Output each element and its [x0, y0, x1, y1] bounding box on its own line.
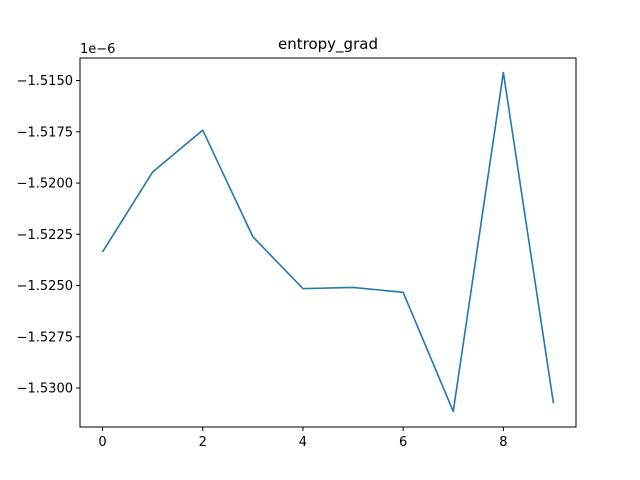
x-tick-label-2: 2 [199, 435, 207, 450]
y-tick-label-3: −1.5225 [17, 228, 73, 243]
y-tick-label-6: −1.5300 [17, 382, 73, 397]
plot-area: 0 2 4 6 8 −1.5150 −1.5175 −1.5200 −1.5225 −1.5250… [17, 71, 555, 450]
series-line-0 [101, 71, 555, 413]
y-tick-label-1: −1.5175 [17, 125, 73, 140]
y-tick-label-0: −1.5150 [17, 74, 73, 89]
x-tick-label-8: 8 [499, 435, 507, 450]
y-tick-label-2: −1.5200 [17, 177, 73, 192]
chart-title: entropy_grad [278, 35, 378, 54]
y-tick-label-4: −1.5250 [17, 279, 73, 294]
x-tick-label-6: 6 [399, 435, 407, 450]
x-tick-label-4: 4 [299, 435, 307, 450]
y-tick-label-5: −1.5275 [17, 330, 73, 345]
axes-frame [79, 57, 577, 428]
y-offset-text: 1e−6 [80, 42, 115, 57]
x-tick-label-0: 0 [98, 435, 106, 450]
